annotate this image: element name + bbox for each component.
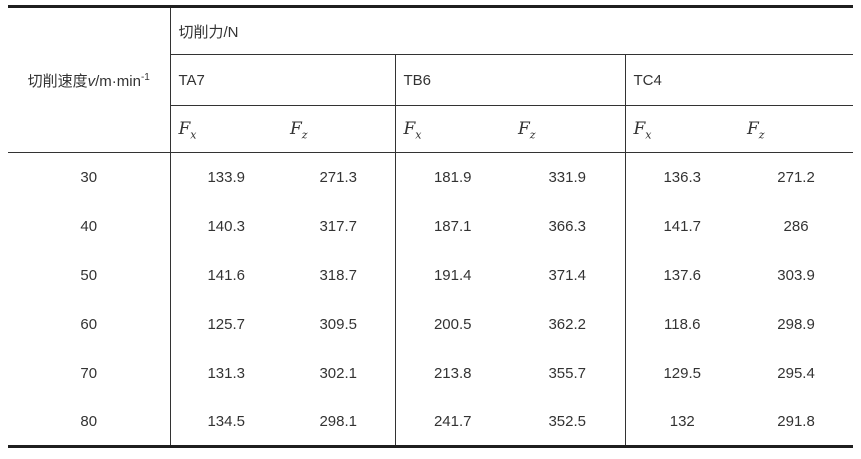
value-cell-ta7-fz: 317.7 — [282, 201, 395, 251]
value-cell-tc4-fx: 129.5 — [624, 348, 739, 398]
value-cell-tb6-fz: 331.9 — [510, 152, 625, 202]
value-cell-tc4-fz: 271.2 — [739, 152, 854, 202]
fx-symbol: F — [403, 119, 416, 139]
fx-header-tb6: Fx — [394, 105, 510, 153]
speed-cell: 80 — [8, 397, 171, 447]
group-header-tc4: TC4 — [624, 54, 854, 106]
value-cell-ta7-fx: 134.5 — [170, 397, 282, 447]
table-row: 80 134.5 298.1 241.7 352.5 132 291.8 — [8, 397, 854, 447]
fz-symbol: F — [518, 119, 530, 139]
group-header-ta7: TA7 — [170, 54, 395, 106]
value-cell-tb6-fz: 371.4 — [510, 250, 625, 300]
fz-subscript: z — [301, 128, 308, 142]
value-cell-tc4-fz: 303.9 — [739, 250, 854, 300]
fz-subscript: z — [529, 128, 536, 142]
speed-header-cell: 切削速度v/m·min-1 — [8, 6, 171, 153]
speed-header-unit: /m·min — [95, 72, 141, 90]
value-cell-tc4-fz: 291.8 — [739, 397, 854, 447]
value-cell-tb6-fx: 187.1 — [394, 201, 510, 251]
speed-cell: 40 — [8, 201, 171, 251]
value-cell-tc4-fx: 132 — [624, 397, 739, 447]
fx-subscript: x — [190, 128, 197, 142]
speed-cell: 70 — [8, 348, 171, 398]
value-cell-tc4-fx: 137.6 — [624, 250, 739, 300]
value-cell-ta7-fx: 140.3 — [170, 201, 282, 251]
table-row: 30 133.9 271.3 181.9 331.9 136.3 271.2 — [8, 152, 854, 202]
speed-cell: 50 — [8, 250, 171, 300]
force-header-cell: 切削力/N — [170, 6, 854, 55]
value-cell-tc4-fz: 286 — [739, 201, 854, 251]
group-header-tb6: TB6 — [394, 54, 625, 106]
value-cell-ta7-fx: 133.9 — [170, 152, 282, 202]
fz-symbol: F — [747, 119, 759, 139]
fz-header-tc4: Fz — [739, 105, 854, 153]
fx-subscript: x — [415, 128, 422, 142]
value-cell-tb6-fz: 362.2 — [510, 299, 625, 349]
fz-header-ta7: Fz — [282, 105, 395, 153]
table-row: 60 125.7 309.5 200.5 362.2 118.6 298.9 — [8, 299, 854, 349]
fz-header-tb6: Fz — [510, 105, 625, 153]
value-cell-tc4-fx: 141.7 — [624, 201, 739, 251]
value-cell-tb6-fx: 213.8 — [394, 348, 510, 398]
speed-header-prefix: 切削速度 — [27, 72, 88, 90]
speed-cell: 30 — [8, 152, 171, 202]
table-row: 40 140.3 317.7 187.1 366.3 141.7 286 — [8, 201, 854, 251]
value-cell-tb6-fx: 191.4 — [394, 250, 510, 300]
fz-subscript: z — [758, 128, 765, 142]
value-cell-ta7-fz: 271.3 — [282, 152, 395, 202]
fx-header-tc4: Fx — [624, 105, 739, 153]
fz-symbol: F — [290, 119, 302, 139]
speed-header-variable: v — [87, 72, 96, 90]
value-cell-tb6-fx: 181.9 — [394, 152, 510, 202]
fx-symbol: F — [178, 119, 191, 139]
fx-subscript: x — [645, 128, 652, 142]
value-cell-tb6-fz: 366.3 — [510, 201, 625, 251]
value-cell-ta7-fz: 298.1 — [282, 397, 395, 447]
fx-header-ta7: Fx — [170, 105, 282, 153]
table-row: 70 131.3 302.1 213.8 355.7 129.5 295.4 — [8, 348, 854, 398]
speed-cell: 60 — [8, 299, 171, 349]
value-cell-tc4-fz: 295.4 — [739, 348, 854, 398]
value-cell-tc4-fx: 118.6 — [624, 299, 739, 349]
value-cell-ta7-fz: 318.7 — [282, 250, 395, 300]
value-cell-ta7-fz: 309.5 — [282, 299, 395, 349]
value-cell-tb6-fx: 241.7 — [394, 397, 510, 447]
value-cell-tb6-fz: 355.7 — [510, 348, 625, 398]
value-cell-tb6-fz: 352.5 — [510, 397, 625, 447]
fx-symbol: F — [633, 119, 646, 139]
value-cell-tb6-fx: 200.5 — [394, 299, 510, 349]
table-row: 50 141.6 318.7 191.4 371.4 137.6 303.9 — [8, 250, 854, 300]
value-cell-ta7-fx: 131.3 — [170, 348, 282, 398]
value-cell-tc4-fx: 136.3 — [624, 152, 739, 202]
cutting-force-table: 切削速度v/m·min-1 切削力/N TA7 TB6 TC4 Fx Fz Fx… — [8, 5, 854, 448]
value-cell-ta7-fx: 125.7 — [170, 299, 282, 349]
value-cell-ta7-fz: 302.1 — [282, 348, 395, 398]
value-cell-tc4-fz: 298.9 — [739, 299, 854, 349]
value-cell-ta7-fx: 141.6 — [170, 250, 282, 300]
speed-header-exponent: -1 — [140, 71, 150, 83]
